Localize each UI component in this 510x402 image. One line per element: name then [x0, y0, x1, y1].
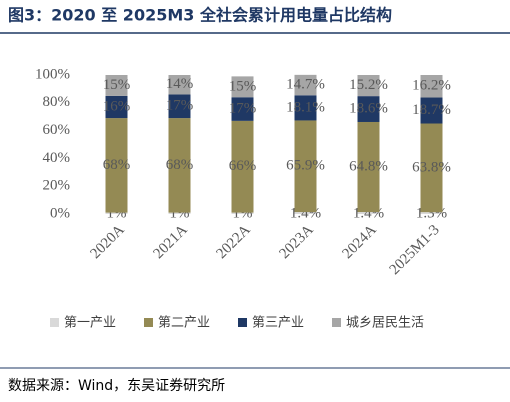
x-tick-label: 2021A: [151, 222, 191, 262]
data-label: 18.6%: [349, 100, 388, 116]
bar-segment: [357, 75, 380, 97]
y-tick-label: 20%: [43, 178, 71, 194]
data-label: 14%: [166, 76, 194, 92]
bar-segment: [231, 76, 254, 98]
bar-segment: [357, 212, 380, 214]
bar-segment: [420, 75, 443, 98]
x-tick-label: 2020A: [88, 222, 128, 262]
chart-title: 图3：2020 至 2025M3 全社会累计用电量占比结构: [8, 6, 392, 25]
bar-segment: [294, 95, 317, 121]
x-tick-label: 2024A: [340, 222, 380, 262]
bar-segment: [294, 120, 317, 213]
y-tick-label: 60%: [43, 122, 71, 138]
x-tick-label: 2023A: [277, 222, 317, 262]
source: 数据来源：Wind，东吴证券研究所: [8, 378, 225, 394]
data-label: 15%: [103, 77, 131, 93]
bar-segment: [231, 120, 254, 213]
bar-segment: [105, 75, 128, 96]
bar-segment: [420, 97, 443, 124]
bar-segment: [168, 118, 191, 213]
legend-swatch: [238, 318, 247, 327]
data-label: 17%: [229, 100, 257, 116]
x-tick-label: 2022A: [214, 222, 254, 262]
bar-segment: [105, 212, 128, 214]
data-label: 63.8%: [412, 159, 451, 175]
bar-segment: [420, 212, 443, 214]
bar-segment: [168, 212, 191, 214]
bar-segment: [105, 95, 128, 119]
data-label: 64.8%: [349, 158, 388, 174]
legend-swatch: [50, 318, 59, 327]
y-tick-label: 0%: [50, 205, 70, 221]
y-tick-label: 80%: [43, 94, 71, 110]
data-label: 14.7%: [286, 77, 325, 93]
data-label: 16.2%: [412, 78, 451, 94]
bar-segment: [105, 118, 128, 213]
data-label: 66%: [229, 158, 257, 174]
bar-segment: [168, 94, 191, 119]
y-tick-label: 100%: [35, 66, 70, 82]
data-label: 65.9%: [286, 158, 325, 174]
data-label: 15%: [229, 78, 257, 94]
data-label: 18.7%: [412, 102, 451, 118]
bar-segment: [294, 74, 317, 96]
bar-segment: [231, 212, 254, 214]
legend-label: 城乡居民生活: [346, 316, 424, 331]
data-label: 68%: [166, 157, 194, 173]
y-tick-label: 40%: [43, 150, 71, 166]
bar-segment: [231, 97, 254, 121]
data-label: 68%: [103, 157, 131, 173]
data-label: 15.2%: [349, 77, 388, 93]
legend-label: 第三产业: [252, 316, 304, 331]
legend-label: 第二产业: [158, 316, 210, 331]
legend-swatch: [332, 318, 341, 327]
bar-segment: [357, 96, 380, 122]
data-label: 16%: [103, 98, 131, 114]
bar-segment: [420, 123, 443, 213]
legend-swatch: [144, 318, 153, 327]
data-label: 17%: [166, 98, 194, 114]
data-label: 18.1%: [286, 99, 325, 115]
bar-segment: [294, 212, 317, 214]
bar-segment: [357, 121, 380, 213]
bar-segment: [168, 75, 191, 95]
legend-label: 第一产业: [64, 316, 116, 331]
x-tick-label: 2025M1-3: [387, 222, 443, 278]
